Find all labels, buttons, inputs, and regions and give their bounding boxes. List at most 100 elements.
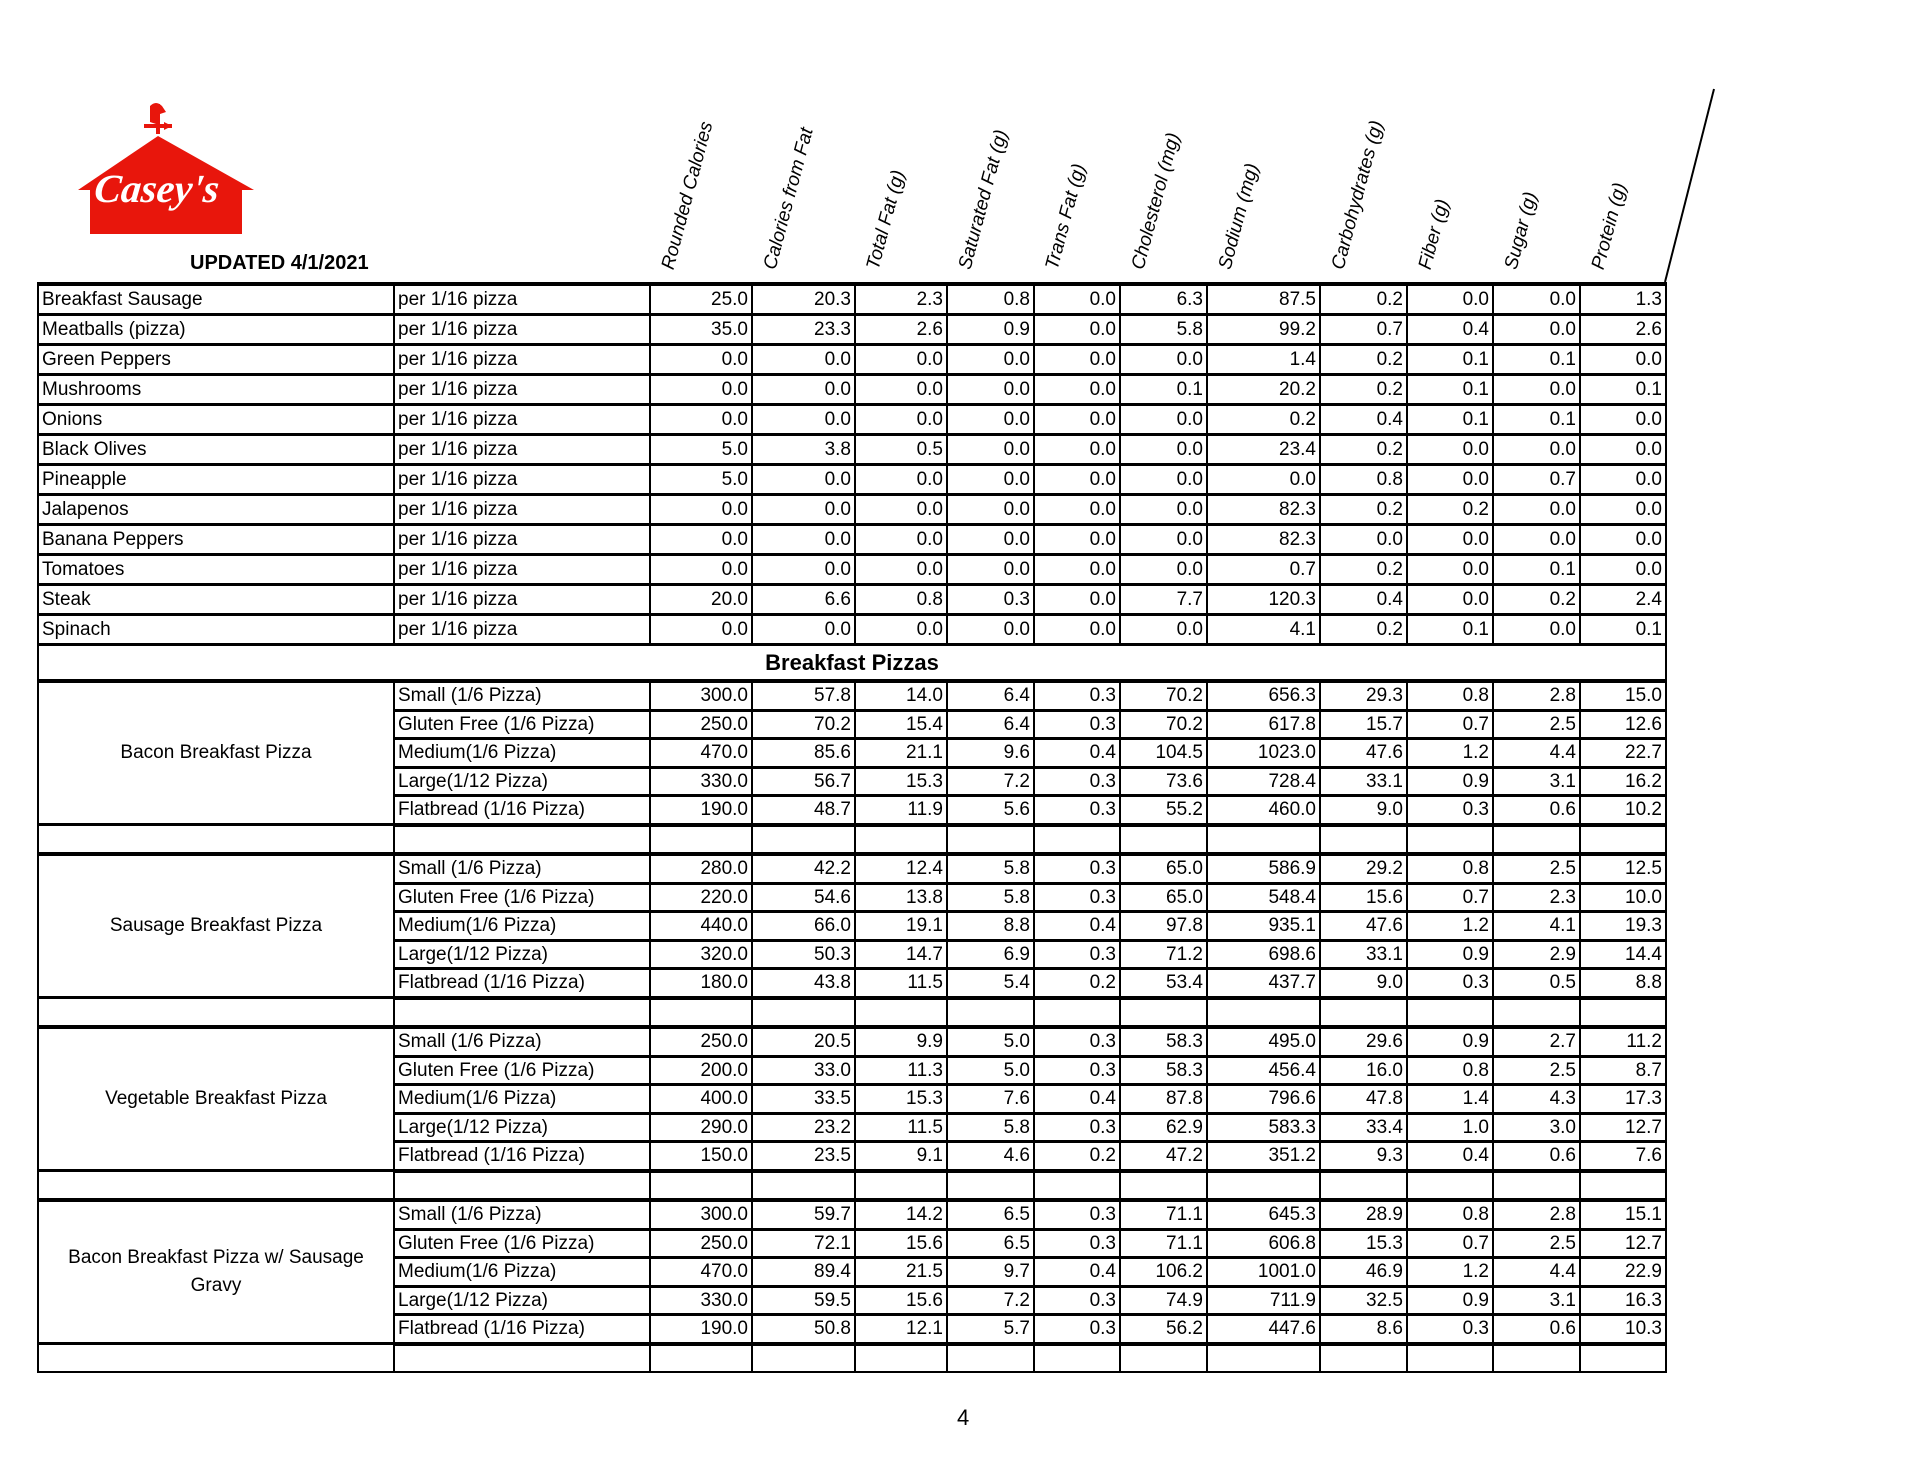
table-row: Banana Peppers per 1/16 pizza 0.0 0.0 0.0 0.0… [37, 523, 1667, 556]
column-header: Carbohydrates (g) [1327, 118, 1388, 272]
table-row: Pineapple per 1/16 pizza 5.0 0.0 0.0 0.0 0.0 0.… [37, 463, 1667, 496]
nutrient-value: 6.5 [946, 1199, 1035, 1231]
empty-cell [37, 996, 395, 1029]
nutrient-value: 0.7 [1492, 463, 1581, 496]
nutrient-value: 0.4 [1406, 1140, 1494, 1173]
empty-cell [1492, 823, 1581, 856]
table-row: Jalapenos per 1/16 pizza 0.0 0.0 0.0 0.0 0.0 0.… [37, 493, 1667, 526]
nutrient-value: 0.2 [1319, 553, 1408, 586]
empty-cell [854, 1169, 948, 1202]
nutrient-value: 0.9 [1406, 1285, 1494, 1316]
nutrient-value: 35.0 [649, 313, 753, 346]
nutrient-value: 711.9 [1206, 1285, 1321, 1316]
table-row: Tomatoes per 1/16 pizza 0.0 0.0 0.0 0.0 0.0 0.0… [37, 553, 1667, 586]
nutrient-value: 9.1 [854, 1140, 948, 1173]
table-row: Gluten Free (1/6 Pizza) 220.0 54.6 13.8 5.8 0… [38, 882, 1667, 913]
nutrient-value: 8.8 [946, 910, 1035, 942]
pizza-name: Bacon Breakfast Pizza w/ Sausage Gravy [37, 1199, 395, 1345]
nutrient-value: 62.9 [1119, 1112, 1208, 1143]
column-header: Calories from Fat [759, 125, 818, 272]
nutrient-value: 250.0 [649, 1228, 753, 1259]
serving-size: per 1/16 pizza [393, 493, 651, 526]
nutrient-value: 0.7 [1406, 1228, 1494, 1259]
nutrient-value: 0.0 [854, 523, 948, 556]
table-row: Flatbread (1/16 Pizza) 180.0 43.8 11.5 5.4 0.… [38, 967, 1667, 1000]
nutrient-value: 23.5 [751, 1140, 856, 1173]
nutrient-value: 71.2 [1119, 939, 1208, 970]
serving-size: Large(1/12 Pizza) [393, 1285, 651, 1316]
nutrient-value: 0.0 [1119, 433, 1208, 466]
nutrient-value: 300.0 [649, 680, 753, 712]
nutrient-value: 0.0 [1492, 282, 1581, 316]
nutrient-value: 57.8 [751, 680, 856, 712]
nutrient-value: 0.0 [649, 613, 753, 646]
blank-row [37, 996, 1667, 1029]
nutrient-value: 0.0 [649, 493, 753, 526]
nutrient-value: 0.0 [854, 613, 948, 646]
nutrient-value: 16.3 [1579, 1285, 1667, 1316]
caseys-logo: Casey's [78, 103, 254, 234]
nutrient-value: 0.0 [649, 523, 753, 556]
serving-size: Medium(1/6 Pizza) [393, 1083, 651, 1115]
nutrient-value: 0.9 [1406, 1026, 1494, 1058]
column-header: Fiber (g) [1414, 196, 1454, 272]
empty-cell [1319, 823, 1408, 856]
nutrient-value: 33.4 [1319, 1112, 1408, 1143]
nutrient-value: 6.5 [946, 1228, 1035, 1259]
nutrient-value: 0.3 [1406, 794, 1494, 827]
nutrient-value: 0.9 [946, 313, 1035, 346]
nutrient-value: 0.0 [1406, 463, 1494, 496]
nutrient-value: 20.5 [751, 1026, 856, 1058]
nutrient-value: 87.5 [1206, 282, 1321, 316]
nutrient-value: 0.2 [1319, 613, 1408, 646]
serving-size: Gluten Free (1/6 Pizza) [393, 882, 651, 913]
nutrient-value: 0.1 [1492, 403, 1581, 436]
column-header: Cholesterol (mg) [1127, 130, 1185, 272]
column-header: Protein (g) [1587, 180, 1631, 272]
nutrient-value: 0.0 [1579, 523, 1667, 556]
nutrient-value: 10.3 [1579, 1313, 1667, 1346]
empty-cell [1319, 996, 1408, 1029]
nutrient-value: 5.8 [946, 1112, 1035, 1143]
nutrient-value: 0.0 [1119, 493, 1208, 526]
nutrient-value: 0.3 [1033, 1285, 1121, 1316]
item-name: Meatballs (pizza) [37, 313, 395, 346]
nutrient-value: 9.0 [1319, 794, 1408, 827]
nutrient-value: 5.7 [946, 1313, 1035, 1346]
nutrient-value: 2.7 [1492, 1026, 1581, 1058]
table-row: Bacon Breakfast Pizza w/ Sausage Gravy Sm… [37, 1199, 1667, 1345]
empty-cell [1119, 996, 1208, 1029]
nutrient-value: 0.3 [1033, 680, 1121, 712]
table-row: Large(1/12 Pizza) 320.0 50.3 14.7 6.9 0.3 71.2… [38, 939, 1667, 970]
nutrient-value: 9.0 [1319, 967, 1408, 1000]
nutrient-value: 0.0 [1119, 343, 1208, 376]
nutrient-value: 9.7 [946, 1256, 1035, 1288]
nutrient-value: 698.6 [1206, 939, 1321, 970]
nutrient-value: 7.2 [946, 766, 1035, 797]
nutrient-value: 0.0 [946, 463, 1035, 496]
nutrient-value: 0.0 [1492, 433, 1581, 466]
table-row: Large(1/12 Pizza) 290.0 23.2 11.5 5.8 0.3 62.9… [38, 1112, 1667, 1143]
nutrient-value: 280.0 [649, 853, 753, 885]
nutrient-value: 6.4 [946, 680, 1035, 712]
nutrient-value: 33.0 [751, 1055, 856, 1086]
empty-cell [393, 1342, 651, 1373]
nutrient-value: 0.0 [751, 463, 856, 496]
page-number: 4 [957, 1405, 970, 1430]
nutrient-value: 89.4 [751, 1256, 856, 1288]
table-row: Gluten Free (1/6 Pizza) 200.0 33.0 11.3 5.0 0… [38, 1055, 1667, 1086]
nutrient-value: 0.0 [1406, 583, 1494, 616]
nutrient-value: 82.3 [1206, 523, 1321, 556]
nutrient-value: 15.6 [854, 1285, 948, 1316]
nutrient-value: 6.3 [1119, 282, 1208, 316]
nutrient-value: 28.9 [1319, 1199, 1408, 1231]
nutrient-value: 0.0 [1406, 553, 1494, 586]
serving-size: Gluten Free (1/6 Pizza) [393, 1055, 651, 1086]
nutrient-value: 0.0 [1579, 433, 1667, 466]
table-row: Black Olives per 1/16 pizza 5.0 3.8 0.5 0.0 0.… [37, 433, 1667, 466]
nutrient-value: 0.1 [1492, 553, 1581, 586]
nutrient-value: 0.3 [1033, 766, 1121, 797]
nutrient-value: 1.4 [1206, 343, 1321, 376]
empty-cell [1492, 996, 1581, 1029]
nutrient-value: 2.5 [1492, 1228, 1581, 1259]
